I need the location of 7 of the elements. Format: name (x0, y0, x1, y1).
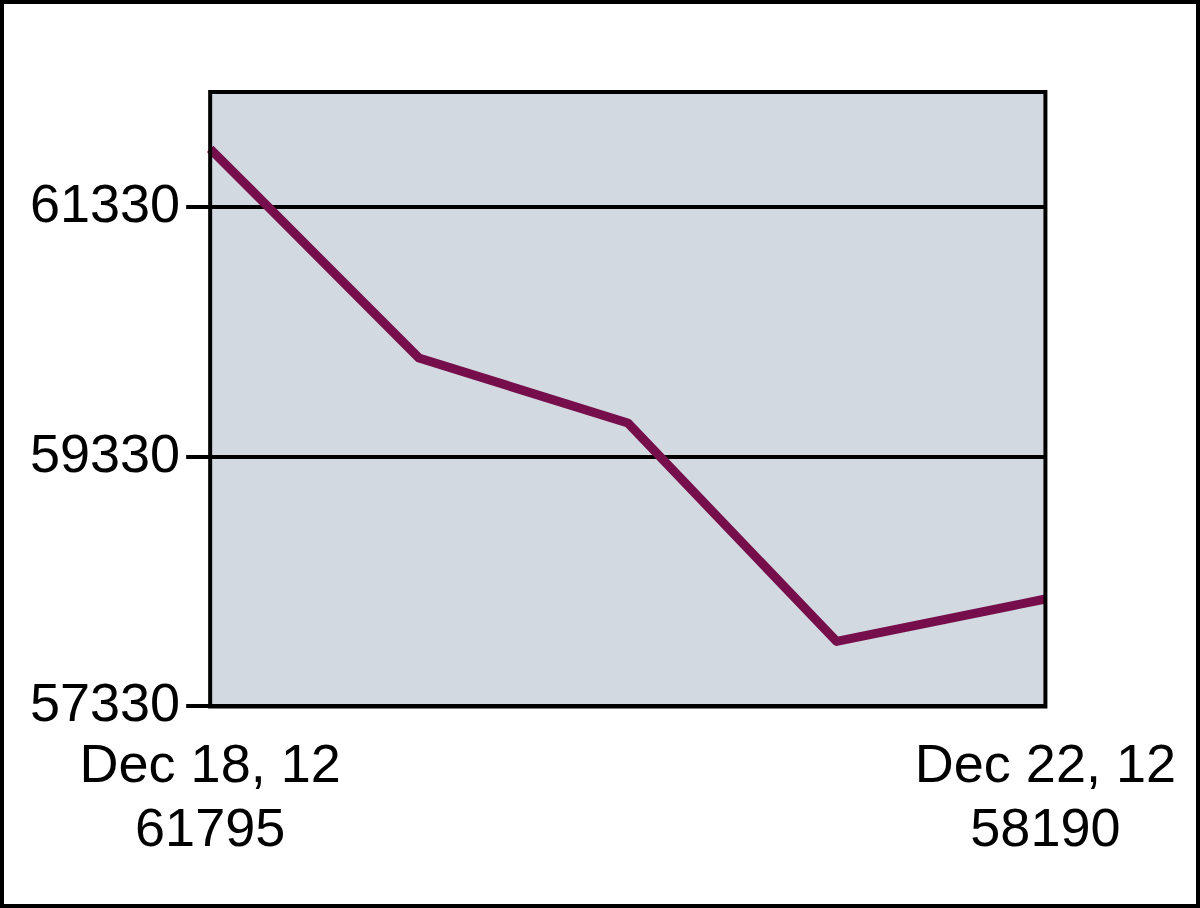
x-tick-label: Dec 18, 12 (79, 732, 341, 793)
y-tick-label: 57330 (29, 672, 181, 733)
y-tick-label: 59330 (29, 422, 181, 483)
text: 58190 (970, 797, 1121, 858)
x-tick-label: Dec 22, 12 (914, 732, 1176, 793)
text: 61795 (135, 797, 286, 858)
y-tick-label: 61330 (29, 172, 181, 233)
